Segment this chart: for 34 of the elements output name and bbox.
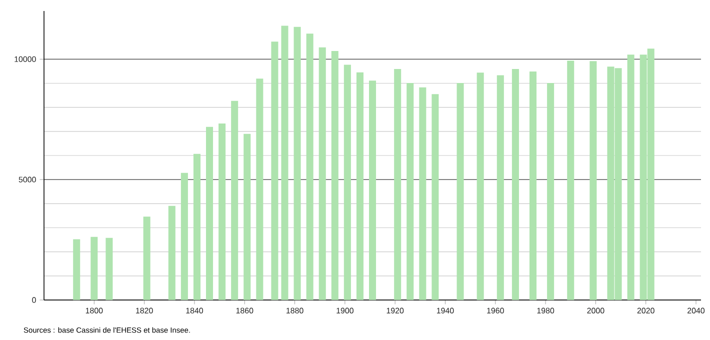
bar <box>244 134 251 300</box>
bar <box>456 83 464 300</box>
bar <box>356 72 364 300</box>
bar <box>206 126 214 300</box>
bar <box>193 154 200 300</box>
bar <box>406 83 414 300</box>
bar <box>180 172 188 300</box>
bar <box>627 54 634 300</box>
bar <box>256 78 264 300</box>
bar <box>419 87 426 300</box>
bar <box>168 206 176 300</box>
bar <box>294 26 301 300</box>
bar <box>476 72 484 300</box>
bar <box>512 69 519 300</box>
bar <box>496 75 504 300</box>
bar <box>369 80 376 300</box>
bar <box>281 26 288 300</box>
bar <box>271 42 278 300</box>
bar <box>106 238 113 300</box>
bar <box>306 34 314 300</box>
bar <box>218 123 226 300</box>
bar <box>529 71 537 300</box>
bar <box>318 47 326 300</box>
bar <box>331 50 338 300</box>
bar <box>567 60 574 300</box>
bar <box>394 69 402 300</box>
bar <box>590 61 597 300</box>
bar <box>432 94 439 300</box>
bar <box>344 64 351 300</box>
bar <box>143 216 150 300</box>
bar <box>90 236 98 300</box>
bar <box>231 100 238 300</box>
bar <box>547 83 554 300</box>
bar <box>73 239 80 300</box>
